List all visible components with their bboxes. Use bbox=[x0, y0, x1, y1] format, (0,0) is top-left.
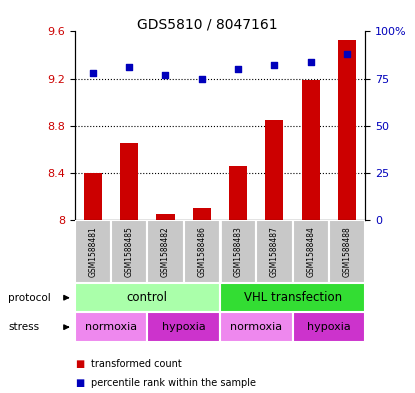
Text: ■: ■ bbox=[75, 358, 84, 369]
Bar bbox=[329, 220, 365, 283]
Text: normoxia: normoxia bbox=[230, 322, 282, 332]
Point bbox=[344, 51, 350, 57]
Text: percentile rank within the sample: percentile rank within the sample bbox=[91, 378, 256, 388]
Text: GDS5810 / 8047161: GDS5810 / 8047161 bbox=[137, 18, 278, 32]
Point bbox=[162, 72, 169, 78]
Text: GSM1588488: GSM1588488 bbox=[342, 226, 352, 277]
Text: ■: ■ bbox=[75, 378, 84, 388]
Text: protocol: protocol bbox=[8, 293, 51, 303]
Bar bbox=[111, 220, 147, 283]
Bar bbox=[75, 312, 147, 342]
Bar bbox=[220, 283, 365, 312]
Text: VHL transfection: VHL transfection bbox=[244, 291, 342, 304]
Bar bbox=[156, 214, 175, 220]
Text: normoxia: normoxia bbox=[85, 322, 137, 332]
Point bbox=[271, 62, 278, 68]
Text: GSM1588481: GSM1588481 bbox=[88, 226, 98, 277]
Bar bbox=[220, 312, 293, 342]
Text: GSM1588482: GSM1588482 bbox=[161, 226, 170, 277]
Text: hypoxia: hypoxia bbox=[162, 322, 205, 332]
Bar bbox=[147, 220, 183, 283]
Bar bbox=[338, 40, 356, 220]
Text: GSM1588485: GSM1588485 bbox=[124, 226, 134, 277]
Bar bbox=[183, 220, 220, 283]
Bar bbox=[293, 220, 329, 283]
Text: GSM1588486: GSM1588486 bbox=[197, 226, 206, 277]
Text: control: control bbox=[127, 291, 168, 304]
Text: GSM1588483: GSM1588483 bbox=[234, 226, 243, 277]
Bar bbox=[265, 120, 283, 220]
Point bbox=[235, 66, 242, 72]
Point bbox=[90, 70, 96, 76]
Text: GSM1588487: GSM1588487 bbox=[270, 226, 279, 277]
Bar bbox=[120, 143, 138, 220]
Bar bbox=[220, 220, 256, 283]
Bar bbox=[293, 312, 365, 342]
Point bbox=[308, 59, 314, 65]
Text: stress: stress bbox=[8, 322, 39, 332]
Bar bbox=[229, 166, 247, 220]
Text: hypoxia: hypoxia bbox=[307, 322, 351, 332]
Point bbox=[126, 64, 132, 70]
Bar bbox=[147, 312, 220, 342]
Text: GSM1588484: GSM1588484 bbox=[306, 226, 315, 277]
Text: transformed count: transformed count bbox=[91, 358, 182, 369]
Bar bbox=[84, 173, 102, 220]
Point bbox=[198, 75, 205, 82]
Bar bbox=[193, 208, 211, 220]
Bar bbox=[302, 80, 320, 220]
Bar bbox=[256, 220, 293, 283]
Bar bbox=[75, 220, 111, 283]
Bar bbox=[75, 283, 220, 312]
